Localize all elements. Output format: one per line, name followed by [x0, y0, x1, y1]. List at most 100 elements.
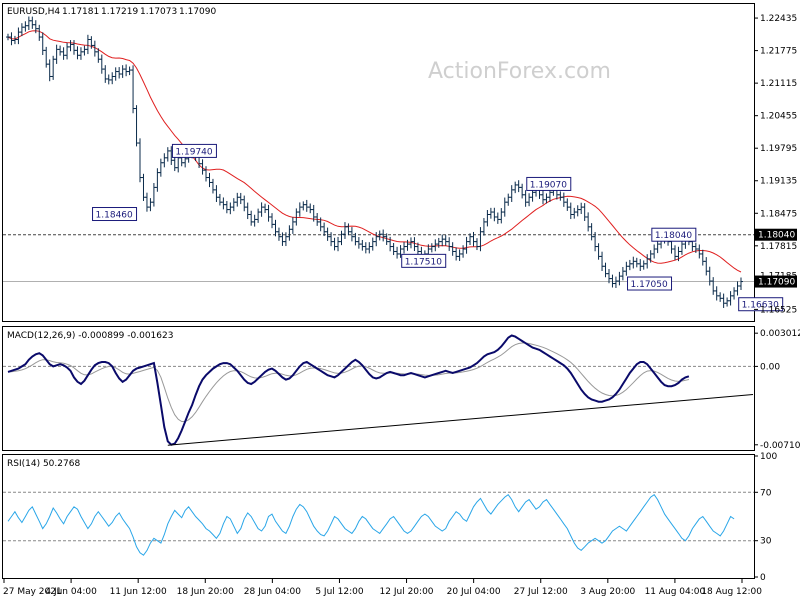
- x-tick-label: 18 Jun 20:00: [177, 587, 234, 597]
- price-bar: [85, 34, 90, 55]
- price-bar: [249, 210, 254, 226]
- rsi-y-tick-label: 0: [760, 573, 766, 583]
- price-bar: [471, 231, 476, 247]
- price-bar: [450, 242, 455, 256]
- price-bar: [117, 67, 122, 79]
- x-tick-label: 27 Jul 12:00: [514, 587, 568, 597]
- price-bar: [718, 292, 723, 302]
- price-bar: [336, 236, 341, 252]
- price-bar: [151, 183, 156, 207]
- ohlc-low: 1.17073: [140, 7, 177, 17]
- current-price-box: [755, 275, 797, 288]
- price-bar: [568, 202, 573, 220]
- price-bar: [447, 237, 452, 251]
- macd-label: MACD(12,26,9) -0.000899 -0.001623: [7, 331, 173, 341]
- ohlc-open: 1.17181: [62, 7, 99, 17]
- price-bar: [58, 45, 63, 56]
- price-bar: [82, 45, 87, 56]
- price-bar: [148, 198, 153, 212]
- price-bar: [256, 208, 261, 223]
- price-bar: [51, 55, 56, 80]
- price-bar: [210, 178, 215, 194]
- price-bar: [204, 166, 209, 182]
- x-tick-label: 18 Aug 12:00: [701, 587, 762, 597]
- price-bar: [235, 192, 240, 207]
- price-bar: [138, 138, 143, 183]
- price-bar: [144, 192, 149, 212]
- rsi-pane-frame: [2, 454, 755, 579]
- price-bar: [103, 65, 108, 83]
- x-tick-label: 12 Jul 20:00: [380, 587, 434, 597]
- macd-trendline: [167, 394, 754, 446]
- price-bar: [725, 297, 730, 307]
- moving-average-line: [7, 30, 742, 273]
- price-bar: [620, 266, 625, 281]
- price-bar: [488, 207, 493, 219]
- price-bar: [16, 27, 21, 45]
- price-annotation-box: [627, 276, 673, 291]
- price-bar: [652, 244, 657, 259]
- price-bar: [377, 230, 382, 241]
- price-bar: [155, 168, 160, 192]
- price-bar: [589, 223, 594, 241]
- price-bar: [217, 193, 222, 206]
- price-bar: [433, 239, 438, 252]
- level-line-price-box: [755, 228, 797, 241]
- price-bar: [443, 235, 448, 246]
- moving-average-polyline: [7, 30, 742, 273]
- price-bar: [370, 237, 375, 251]
- price-bar: [363, 242, 368, 254]
- price-bar: [30, 16, 35, 29]
- price-bar: [252, 214, 257, 227]
- price-bar: [565, 198, 570, 211]
- rsi-line: [7, 494, 735, 556]
- price-bar: [506, 193, 511, 206]
- price-bar: [37, 24, 42, 41]
- price-bar: [739, 277, 743, 291]
- price-bar: [672, 245, 677, 261]
- symbol-label: EURUSD,H4: [7, 7, 60, 17]
- ohlc-close: 1.17090: [179, 7, 216, 17]
- price-annotation-box: [526, 176, 572, 191]
- macd-y-tick-label: -0.007109: [760, 441, 800, 451]
- price-bar: [523, 190, 528, 207]
- x-tick-label: 5 Jul 12:00: [315, 587, 364, 597]
- price-bar: [332, 237, 337, 251]
- watermark: ActionForex.com: [428, 59, 611, 84]
- price-bars: [6, 16, 743, 308]
- price-bar: [72, 40, 77, 55]
- price-annotation-text: 1.16630: [742, 301, 779, 311]
- price-y-tick-label: 1.17815: [760, 242, 797, 252]
- price-bar: [495, 212, 500, 224]
- price-annotation-text: 1.18460: [96, 211, 133, 221]
- price-y-tick-label: 1.18475: [760, 209, 797, 219]
- price-annotation-text: 1.18040: [655, 231, 692, 241]
- price-bar: [596, 243, 601, 260]
- price-bar: [540, 190, 545, 205]
- price-bar: [224, 200, 229, 214]
- price-bar: [356, 237, 361, 249]
- price-level-lines: [3, 234, 754, 283]
- price-annotation-text: 1.17510: [405, 257, 442, 267]
- price-annotation-text: 1.19070: [530, 180, 567, 190]
- price-bar: [141, 173, 146, 201]
- price-bar: [26, 16, 31, 30]
- macd-main-line: [7, 334, 690, 446]
- price-bar: [290, 217, 295, 234]
- price-bar: [106, 74, 111, 85]
- price-bar: [367, 242, 372, 254]
- price-bar: [242, 195, 247, 212]
- price-y-tick-label: 1.19795: [760, 144, 797, 154]
- price-bar: [464, 236, 469, 254]
- price-bar: [158, 158, 163, 177]
- price-bar: [513, 181, 518, 194]
- price-bar: [520, 183, 525, 199]
- price-bar: [207, 172, 212, 188]
- price-bar: [78, 47, 83, 60]
- price-bar: [263, 203, 268, 214]
- price-bar: [346, 223, 351, 236]
- price-bar: [40, 32, 45, 56]
- rsi-y-tick-label: 100: [760, 452, 777, 462]
- price-bar: [516, 180, 521, 193]
